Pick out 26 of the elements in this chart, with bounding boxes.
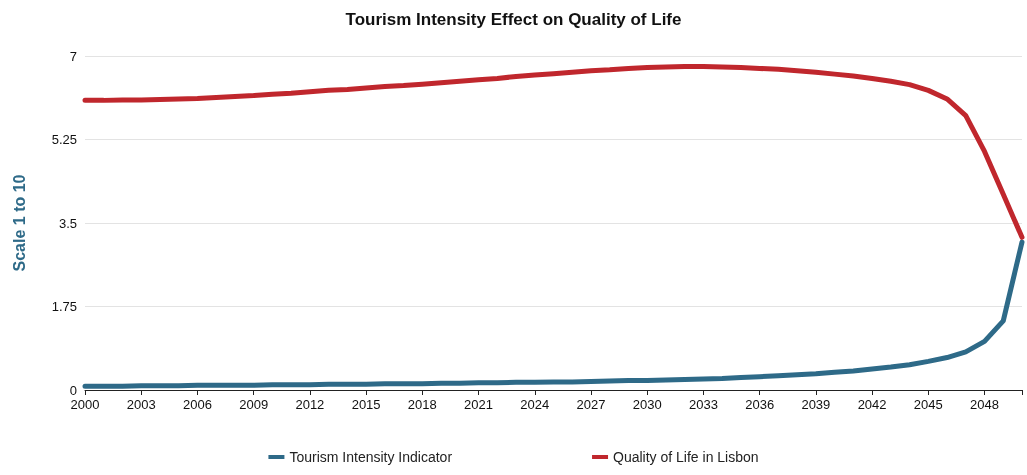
legend-label: Quality of Life in Lisbon	[613, 449, 759, 465]
x-tick-label: 2039	[801, 397, 831, 412]
x-tick-label: 2027	[576, 397, 606, 412]
x-tick-label: 2045	[913, 397, 943, 412]
x-tick-label: 2030	[632, 397, 662, 412]
x-tick-label: 2042	[857, 397, 887, 412]
y-tick-label: 5.25	[51, 132, 77, 147]
x-tick-label: 2018	[407, 397, 437, 412]
y-tick-label: 3.5	[58, 215, 77, 231]
x-tick-label: 2003	[126, 397, 156, 412]
x-tick-label: 2012	[295, 397, 325, 412]
y-tick-label: 0	[69, 382, 77, 398]
chart-title: Tourism Intensity Effect on Quality of Life	[345, 10, 682, 29]
x-tick-label: 2015	[351, 397, 381, 412]
x-tick-label: 2000	[70, 397, 100, 412]
legend-label: Tourism Intensity Indicator	[289, 449, 453, 465]
y-tick-label: 7	[69, 48, 77, 64]
x-tick-label: 2021	[464, 397, 493, 412]
y-axis-title: Scale 1 to 10	[10, 174, 28, 272]
x-tick-label: 2036	[745, 397, 775, 412]
x-tick-label: 2006	[182, 397, 212, 412]
x-tick-label: 2033	[688, 397, 718, 412]
y-tick-label: 1.75	[51, 299, 77, 314]
x-tick-label: 2048	[970, 397, 999, 412]
x-tick-label: 2024	[520, 397, 550, 412]
x-tick-label: 2009	[239, 397, 269, 412]
